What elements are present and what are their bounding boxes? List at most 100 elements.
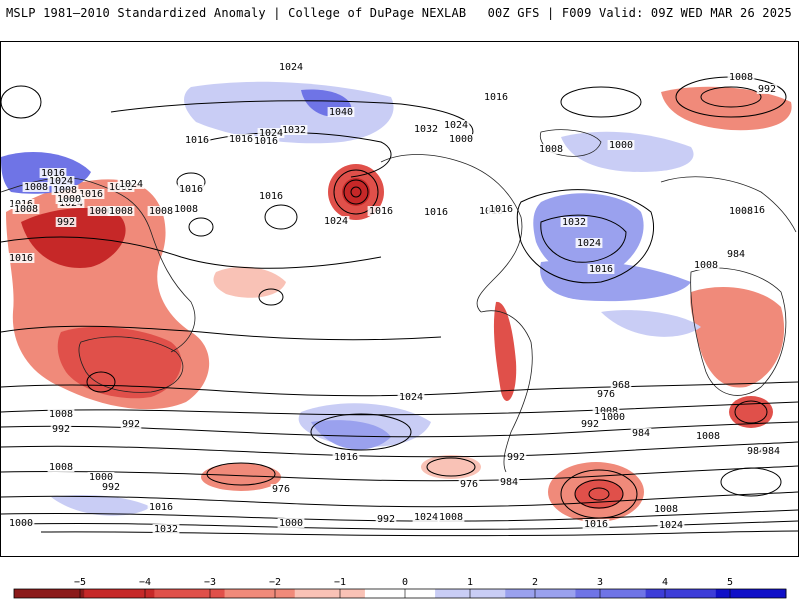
isobar-label: 1016 bbox=[229, 134, 253, 145]
isobar-label: 1032 bbox=[154, 524, 178, 535]
isobar-label: 1016 bbox=[9, 253, 33, 264]
isobar-label-bg bbox=[47, 176, 75, 186]
model-run-info: 00Z GFS | F009 Valid: 09Z WED MAR 26 202… bbox=[487, 6, 792, 20]
isobar-label: 1016 bbox=[589, 264, 613, 275]
isobar-label: 1008 bbox=[729, 72, 753, 83]
isobar-label: 1016 bbox=[254, 136, 278, 147]
isobar-label: 1016 bbox=[185, 135, 209, 146]
isobar-label: 1008 bbox=[149, 206, 173, 217]
isobar-label: 992 bbox=[377, 514, 395, 525]
isobar-label: 1008 bbox=[729, 206, 753, 217]
isobar-label: 1032 bbox=[282, 125, 306, 136]
colorbar-tick-label: 1 bbox=[467, 577, 473, 588]
isobar bbox=[426, 457, 476, 477]
isobar bbox=[734, 400, 768, 424]
isobar-label-bg bbox=[367, 206, 395, 216]
anomaly-region-australia bbox=[57, 326, 182, 399]
isobar bbox=[560, 86, 642, 118]
anomaly-shading bbox=[1, 81, 792, 522]
colorbar-swatch bbox=[154, 589, 226, 598]
isobar-label-bg bbox=[322, 216, 350, 226]
isobar-label: 992 bbox=[507, 452, 525, 463]
isobar-label: 1024 bbox=[659, 520, 683, 531]
anomaly-region-south-pacific-blue bbox=[311, 420, 391, 450]
isobar-label: 1000 bbox=[449, 134, 473, 145]
isobar-label-bg bbox=[630, 428, 652, 438]
isobar-label: 1008 bbox=[439, 512, 463, 523]
anomaly-region-southern-low-4 bbox=[421, 455, 481, 479]
isobar-label: 1024 bbox=[444, 120, 468, 131]
isobar-label: 1000 bbox=[9, 518, 33, 529]
isobar bbox=[206, 462, 276, 486]
isobar-label: 1024 bbox=[414, 512, 438, 523]
anomaly-region-andes bbox=[493, 301, 517, 401]
isobar-label: 1008 bbox=[539, 144, 563, 155]
isobar-label-bg bbox=[120, 419, 142, 429]
isobar-label-bg bbox=[560, 217, 588, 227]
isobar-label: 1016 bbox=[41, 168, 65, 179]
isobar-label: 1024 bbox=[324, 216, 348, 227]
isobar-label-bg bbox=[592, 406, 620, 416]
isobar bbox=[188, 217, 214, 237]
isobar-label-bg bbox=[147, 502, 175, 512]
isobar-label-bg bbox=[745, 446, 767, 456]
isobar-label-bg bbox=[280, 125, 308, 135]
isobar-label: 992 bbox=[102, 482, 120, 493]
anomaly-region-indian-blue bbox=[51, 495, 151, 516]
anomaly-region-arctic-red bbox=[661, 86, 792, 131]
colorbar-tick-label: 3 bbox=[597, 577, 603, 588]
coast-australia bbox=[78, 336, 184, 393]
isobar-label-bg bbox=[694, 431, 722, 441]
colorbar-tick-label: 5 bbox=[727, 577, 733, 588]
isobar-label: 1040 bbox=[329, 107, 353, 118]
isobar-label: 976 bbox=[460, 479, 478, 490]
isobar-label: 1008 bbox=[696, 431, 720, 442]
isobar-label: 976 bbox=[272, 484, 290, 495]
isobar-label-bg bbox=[332, 452, 360, 462]
isobar-label-bg bbox=[412, 512, 440, 522]
colorbar-tick-label: −2 bbox=[269, 577, 281, 588]
isobar-label-bg bbox=[277, 62, 305, 72]
isobar-label-bg bbox=[327, 107, 355, 117]
isobar bbox=[86, 371, 116, 393]
isobar-label: 1008 bbox=[24, 182, 48, 193]
isobar-label-bg bbox=[107, 206, 135, 216]
isobar-label-bg bbox=[277, 518, 305, 528]
isobar-label: 1024 bbox=[259, 128, 283, 139]
isobar-label-bg bbox=[599, 412, 627, 422]
isobar-label: 992 bbox=[52, 424, 70, 435]
isobar-label: 976 bbox=[597, 389, 615, 400]
isobar bbox=[310, 413, 412, 451]
isobar-label-bg bbox=[12, 204, 40, 214]
isobar-label: 1008 bbox=[49, 462, 73, 473]
isobar-label-bg bbox=[498, 477, 520, 487]
isobar-label: 1000 bbox=[57, 194, 81, 205]
isobar-label: 1024 bbox=[399, 392, 423, 403]
isobar-label-bg bbox=[51, 185, 79, 195]
anomaly-region-europe-blue bbox=[561, 131, 694, 172]
isobar-label-bg bbox=[437, 512, 465, 522]
colorbar-tick-label: 0 bbox=[402, 577, 408, 588]
isobar-label: 984 bbox=[632, 428, 650, 439]
isobar-label-bg bbox=[50, 424, 72, 434]
isobar-label-bg bbox=[87, 472, 115, 482]
isobar-label: 984 bbox=[747, 446, 765, 457]
isobar-label-bg bbox=[55, 217, 77, 227]
isobar-label-bg bbox=[587, 264, 615, 274]
isobar-label: 1008 bbox=[174, 204, 198, 215]
anomaly-region-pacific-red bbox=[213, 266, 286, 298]
isobar-label-bg bbox=[172, 204, 200, 214]
isobar-label-bg bbox=[397, 392, 425, 402]
colorbar-swatch bbox=[364, 589, 436, 598]
isobar-label-bg bbox=[727, 72, 755, 82]
isobar-label: 1016 bbox=[79, 189, 103, 200]
isobar-label: 1032 bbox=[414, 124, 438, 135]
isobar-label: 984 bbox=[500, 477, 518, 488]
colorbar-tick-label: 2 bbox=[532, 577, 538, 588]
isobar-label-bg bbox=[55, 194, 83, 204]
isobar-label-bg bbox=[657, 520, 685, 530]
isobar-label: 1000 bbox=[89, 206, 113, 217]
isobar-label-bg bbox=[39, 168, 67, 178]
isobar-label-bg bbox=[257, 191, 285, 201]
isobar bbox=[516, 189, 655, 284]
